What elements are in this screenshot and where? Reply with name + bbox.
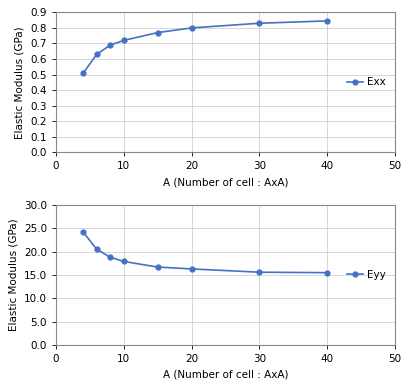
Eyy	[324, 270, 329, 275]
Eyy	[108, 255, 112, 260]
Exx	[324, 19, 329, 23]
Exx	[256, 21, 261, 26]
X-axis label: A (Number of cell : AxA): A (Number of cell : AxA)	[162, 177, 288, 187]
Eyy	[155, 265, 160, 269]
X-axis label: A (Number of cell : AxA): A (Number of cell : AxA)	[162, 370, 288, 380]
Eyy	[189, 267, 193, 271]
Y-axis label: Elastic Modulus (GPa): Elastic Modulus (GPa)	[15, 26, 25, 139]
Legend: Exx: Exx	[342, 73, 389, 92]
Line: Eyy: Eyy	[81, 230, 329, 275]
Eyy	[121, 259, 126, 264]
Line: Exx: Exx	[81, 19, 329, 76]
Eyy	[256, 270, 261, 275]
Exx	[121, 38, 126, 43]
Exx	[108, 43, 112, 47]
Legend: Eyy: Eyy	[342, 266, 389, 284]
Eyy	[81, 230, 85, 234]
Exx	[94, 52, 99, 57]
Eyy	[94, 247, 99, 252]
Exx	[81, 71, 85, 75]
Y-axis label: Elastic Modulus (GPa): Elastic Modulus (GPa)	[8, 219, 18, 331]
Exx	[155, 30, 160, 35]
Exx	[189, 26, 193, 30]
